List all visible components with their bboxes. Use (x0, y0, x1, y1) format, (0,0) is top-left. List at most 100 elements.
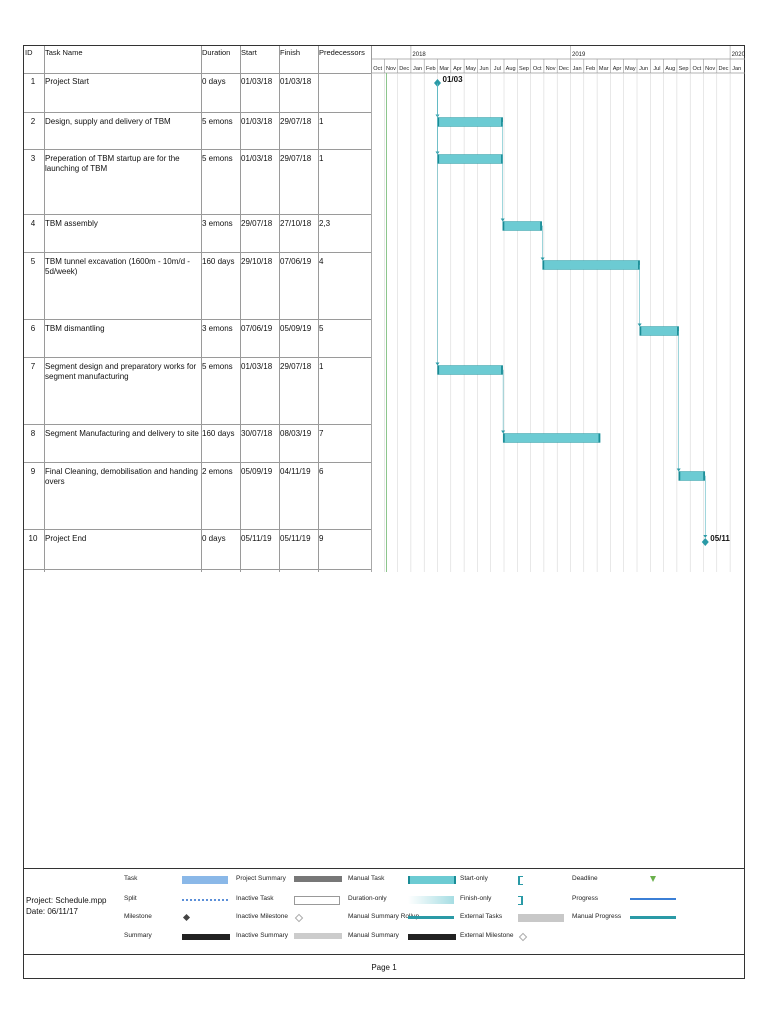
legend-manual-rollup-icon (408, 916, 454, 919)
task-id: 5 (30, 257, 36, 266)
task-bar-start-cap (437, 365, 440, 375)
legend-label: Task (124, 875, 138, 882)
legend-label: Deadline (572, 875, 598, 882)
month-label: Sep (679, 66, 689, 72)
task-bar-end-cap (540, 221, 542, 231)
task-name: Segment Manufacturing and delivery to si… (45, 429, 199, 438)
dependency-arrow (500, 218, 505, 222)
year-label: 2019 (572, 52, 586, 58)
legend-label: Project Summary (236, 875, 286, 882)
task-name: TBM assembly (45, 219, 98, 228)
month-label: May (465, 66, 476, 72)
legend-finish-only-icon (518, 896, 523, 905)
task-predecessors: 7 (319, 429, 324, 438)
table-row-divider (24, 462, 371, 463)
table-row-divider (24, 424, 371, 425)
table-column-divider (279, 46, 280, 572)
table-row-divider (24, 357, 371, 358)
month-label: Dec (559, 66, 569, 72)
task-finish: 08/03/19 (280, 429, 312, 438)
table-row-divider (24, 149, 371, 150)
task-finish: 01/03/18 (280, 77, 312, 86)
task-duration: 160 days (202, 429, 235, 438)
table-column-divider (201, 46, 202, 572)
legend-task-icon (182, 876, 228, 884)
month-label: Oct (692, 66, 701, 72)
task-predecessors: 4 (319, 257, 324, 266)
task-name: Project End (45, 534, 87, 543)
table-row-divider (24, 214, 371, 215)
task-name: Project Start (45, 77, 90, 86)
milestone-marker (701, 538, 709, 546)
task-start: 01/03/18 (241, 362, 273, 371)
legend-duration-only-icon (408, 896, 454, 904)
milestone-label: 01/03 (443, 75, 464, 84)
task-bar (437, 154, 503, 164)
page-footer: Page 1 (24, 954, 744, 980)
legend-label: Manual Summary (348, 932, 399, 939)
task-id: 9 (30, 467, 36, 476)
legend-label: Inactive Summary (236, 932, 289, 939)
table-row-divider (24, 529, 371, 530)
task-finish: 29/07/18 (280, 154, 312, 163)
col-header-start: Start (241, 48, 257, 57)
legend-manual-task-icon (408, 876, 456, 884)
legend-split-icon (182, 899, 228, 903)
task-finish: 05/09/19 (280, 324, 312, 333)
task-bar-start-cap (542, 260, 545, 270)
task-duration: 3 emons (202, 219, 233, 228)
task-id: 10 (28, 534, 38, 543)
col-header-duration: Duration (202, 48, 231, 57)
month-label: Dec (399, 66, 409, 72)
month-label: Oct (373, 66, 382, 72)
task-finish: 29/07/18 (280, 117, 312, 126)
task-start: 07/06/19 (241, 324, 273, 333)
task-bar (502, 221, 542, 231)
task-id: 2 (30, 117, 36, 126)
task-duration: 0 days (202, 534, 226, 543)
task-duration: 5 emons (202, 117, 233, 126)
task-bar-start-cap (678, 471, 681, 481)
task-bar-start-cap (437, 154, 440, 164)
month-label: May (625, 66, 636, 72)
month-label: Nov (705, 66, 715, 72)
table-row-divider (24, 73, 371, 74)
task-bar (437, 117, 503, 127)
task-predecessors: 9 (319, 534, 324, 543)
month-label: Nov (386, 66, 396, 72)
task-bar-end-cap (638, 260, 640, 270)
task-bar (502, 433, 601, 443)
task-bar-end-cap (501, 117, 503, 127)
task-finish: 29/07/18 (280, 362, 312, 371)
legend-milestone-icon (182, 913, 191, 922)
legend-label: Finish-only (460, 895, 492, 902)
task-bar (542, 260, 640, 270)
task-id: 6 (30, 324, 36, 333)
month-label: Apr (453, 66, 462, 72)
task-bar-end-cap (677, 326, 679, 336)
task-name: Preperation of TBM startup are for the l… (45, 154, 180, 173)
task-predecessors: 2,3 (319, 219, 331, 228)
legend-progress-icon (630, 898, 676, 900)
month-label: Jan (732, 66, 741, 72)
milestone-label: 05/11 (710, 534, 730, 543)
task-name: Final Cleaning, demobilisation and handi… (45, 467, 198, 486)
task-finish: 07/06/19 (280, 257, 312, 266)
table-column-divider (44, 46, 45, 572)
task-duration: 0 days (202, 77, 226, 86)
task-id: 4 (30, 219, 36, 228)
task-bar-end-cap (501, 365, 503, 375)
task-predecessors: 5 (319, 324, 324, 333)
legend-label: Inactive Task (236, 895, 274, 902)
month-label: Oct (533, 66, 542, 72)
task-bar-start-cap (437, 117, 440, 127)
task-predecessors: 6 (319, 467, 324, 476)
table-row-divider (24, 112, 371, 113)
task-start: 01/03/18 (241, 77, 273, 86)
month-label: Aug (665, 66, 675, 72)
legend-label: Manual Summary Rollup (348, 913, 420, 920)
dependency-arrow (435, 362, 440, 366)
project-date: Date: 06/11/17 (26, 907, 78, 916)
task-bar (437, 365, 503, 375)
task-duration: 5 emons (202, 154, 233, 163)
